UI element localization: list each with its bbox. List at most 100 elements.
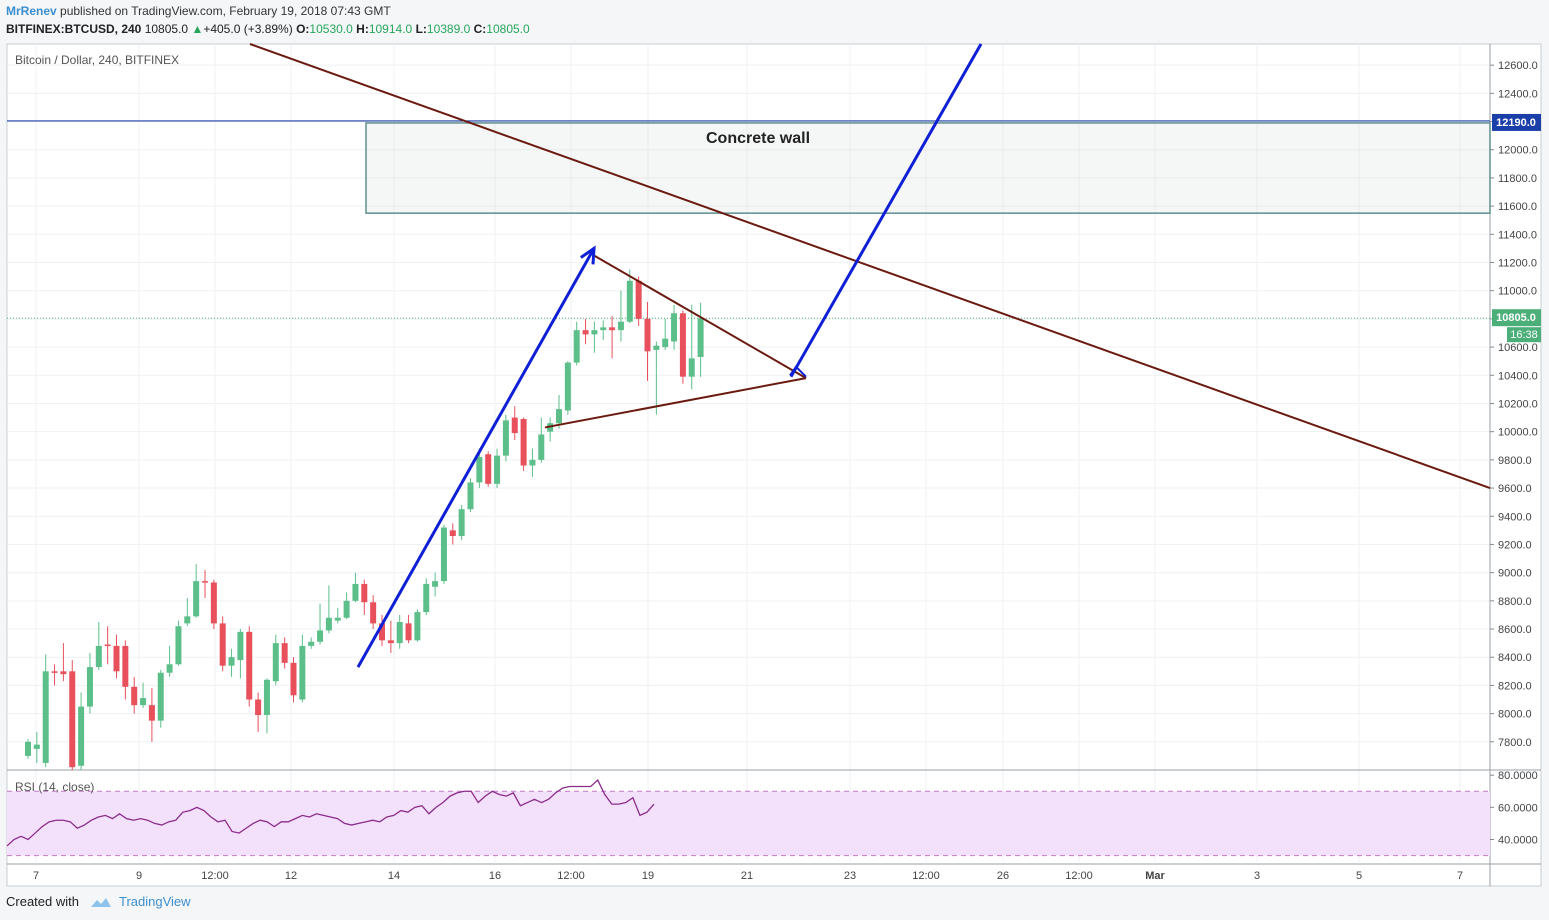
candle-body xyxy=(86,667,93,707)
y-tick-label: 10600.0 xyxy=(1498,342,1538,354)
y-tick-label: 8600.0 xyxy=(1498,624,1532,636)
y-tick-label: 9000.0 xyxy=(1498,568,1532,580)
candle-body xyxy=(449,530,456,536)
rsi-band xyxy=(7,791,1490,856)
y-tick-label: 10400.0 xyxy=(1498,370,1538,382)
y-tick-label: 11000.0 xyxy=(1498,286,1537,298)
candle-body xyxy=(591,330,598,335)
candle-body xyxy=(414,612,421,641)
close-label: C: xyxy=(473,22,487,36)
x-tick-label: 7 xyxy=(1457,870,1463,882)
rsi-title: RSI (14, close) xyxy=(15,780,94,794)
y-tick-label: 8200.0 xyxy=(1498,680,1532,692)
tradingview-link[interactable]: TradingView xyxy=(118,894,191,909)
candle-body xyxy=(184,616,191,624)
rsi-line xyxy=(6,778,655,847)
created-with-label: Created with xyxy=(6,894,79,909)
candle-body xyxy=(662,338,669,348)
candle-body xyxy=(299,645,306,700)
y-tick-label: 12000.0 xyxy=(1498,145,1538,157)
candle-body xyxy=(51,671,58,673)
candle-body xyxy=(166,664,173,673)
candle-body xyxy=(458,509,465,536)
low-label: L: xyxy=(415,22,427,36)
candle-body xyxy=(529,459,536,466)
last-price: 10805.0 xyxy=(144,22,189,36)
x-tick-label: 12:00 xyxy=(557,870,585,882)
candle-body xyxy=(502,420,509,456)
candle-body xyxy=(210,582,217,624)
y-tick-label: 8400.0 xyxy=(1498,652,1532,664)
candle-body xyxy=(104,644,111,647)
candle-body xyxy=(564,362,571,411)
x-tick-label: 16 xyxy=(489,870,501,882)
last-price-tag xyxy=(1492,309,1541,327)
candle-body xyxy=(644,318,651,352)
open-label: O: xyxy=(296,22,310,36)
x-tick-label: 14 xyxy=(388,870,400,882)
candle-body xyxy=(317,630,324,642)
candle-body xyxy=(688,358,695,377)
candle-body xyxy=(396,621,403,644)
candle-body xyxy=(494,455,501,484)
trendline xyxy=(593,254,807,379)
candle-body xyxy=(467,482,474,510)
symbol-label: BITFINEX:BTCUSD, 240 xyxy=(6,22,142,36)
y-tick-label: 7800.0 xyxy=(1498,737,1532,749)
candle-body xyxy=(538,434,545,460)
x-tick-label: 12:00 xyxy=(1065,870,1093,882)
candle-body xyxy=(343,600,350,618)
candle-body xyxy=(272,643,279,682)
candle-body xyxy=(60,671,67,675)
impulse-arrow xyxy=(356,247,596,668)
rsi-tick-label: 60.0000 xyxy=(1498,802,1538,814)
high-value: 10914.0 xyxy=(368,22,413,36)
close-value: 10805.0 xyxy=(486,22,530,36)
publish-info: MrRenev published on TradingView.com, Fe… xyxy=(6,4,391,18)
candle-body xyxy=(140,698,147,706)
x-tick-label: 5 xyxy=(1356,870,1362,882)
candle-body xyxy=(379,623,385,641)
x-tick-label: 7 xyxy=(33,870,39,882)
y-tick-label: 9400.0 xyxy=(1498,511,1532,523)
y-tick-label: 10200.0 xyxy=(1498,398,1538,410)
candle-body xyxy=(308,641,315,646)
x-tick-label: 12:00 xyxy=(201,870,229,882)
candle-body xyxy=(290,662,297,696)
x-tick-label: 12 xyxy=(285,870,297,882)
y-tick-label: 8800.0 xyxy=(1498,596,1532,608)
candle-body xyxy=(113,645,120,672)
candle-body xyxy=(202,581,208,583)
chart-title: Bitcoin / Dollar, 240, BITFINEX xyxy=(15,53,179,67)
candle-body xyxy=(122,645,129,687)
candle-body xyxy=(263,679,270,716)
author-link[interactable]: MrRenev xyxy=(6,4,57,18)
candle-body xyxy=(679,313,686,377)
candle-body xyxy=(78,706,85,766)
candle-body xyxy=(219,623,226,666)
countdown-label: 16:38 xyxy=(1510,329,1538,341)
candle-body xyxy=(361,583,368,603)
x-tick-label: Mar xyxy=(1145,870,1165,882)
resistance-price-label: 12190.0 xyxy=(1496,117,1536,129)
candle-body xyxy=(175,626,182,665)
candle-body xyxy=(609,327,616,331)
candle-body xyxy=(556,409,562,424)
y-tick-label: 11800.0 xyxy=(1498,173,1537,185)
y-tick-label: 9600.0 xyxy=(1498,483,1532,495)
candle-body xyxy=(582,330,589,335)
rsi-tick-label: 40.0000 xyxy=(1498,835,1538,847)
footer: Created with TradingView xyxy=(6,894,191,909)
candle-body xyxy=(157,672,164,721)
low-value: 10389.0 xyxy=(426,22,471,36)
chart-pane xyxy=(6,43,1542,887)
candle-body xyxy=(334,617,341,621)
candle-body xyxy=(281,643,288,663)
candle-body xyxy=(148,705,155,721)
y-tick-label: 9200.0 xyxy=(1498,539,1532,551)
countdown-tag xyxy=(1507,327,1541,343)
y-tick-label: 10000.0 xyxy=(1498,427,1538,439)
candle-body xyxy=(255,699,262,716)
candle-body xyxy=(193,581,200,617)
